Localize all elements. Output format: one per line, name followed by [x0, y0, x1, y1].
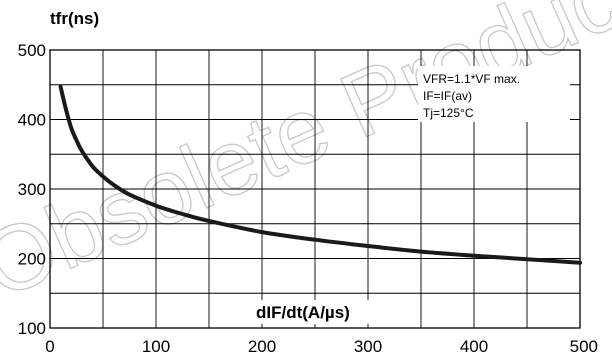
- y-tick-label: 100: [18, 319, 46, 338]
- x-tick-label: 0: [45, 337, 54, 356]
- y-axis-title: tfr(ns): [50, 9, 99, 28]
- y-tick-label: 200: [18, 250, 46, 269]
- x-tick-labels: 0 100 200 300 400 500: [45, 337, 598, 356]
- annotation-line-1: VFR=1.1*VF max.: [423, 72, 520, 86]
- x-tick-label: 400: [460, 337, 488, 356]
- y-tick-labels: 100 200 300 400 500: [18, 41, 46, 338]
- x-tick-label: 500: [570, 337, 598, 356]
- y-tick-label: 500: [18, 41, 46, 60]
- series-layer: [58, 84, 582, 265]
- grid: [50, 50, 580, 328]
- annotation-line-3: Tj=125°C: [423, 106, 474, 120]
- x-tick-label: 100: [142, 337, 170, 356]
- annotation-box: [418, 66, 570, 122]
- series-line: [58, 84, 582, 265]
- x-tick-label: 200: [248, 337, 276, 356]
- y-tick-label: 400: [18, 111, 46, 130]
- x-axis-title-backdrop: [250, 300, 382, 324]
- plot-frame: [49, 49, 581, 329]
- x-axis-title: dIF/dt(A/µs): [256, 303, 350, 322]
- annotation-line-2: IF=IF(av): [423, 89, 472, 103]
- y-tick-label: 300: [18, 180, 46, 199]
- watermark: Obsolete Product(s): [0, 0, 612, 319]
- x-tick-label: 300: [354, 337, 382, 356]
